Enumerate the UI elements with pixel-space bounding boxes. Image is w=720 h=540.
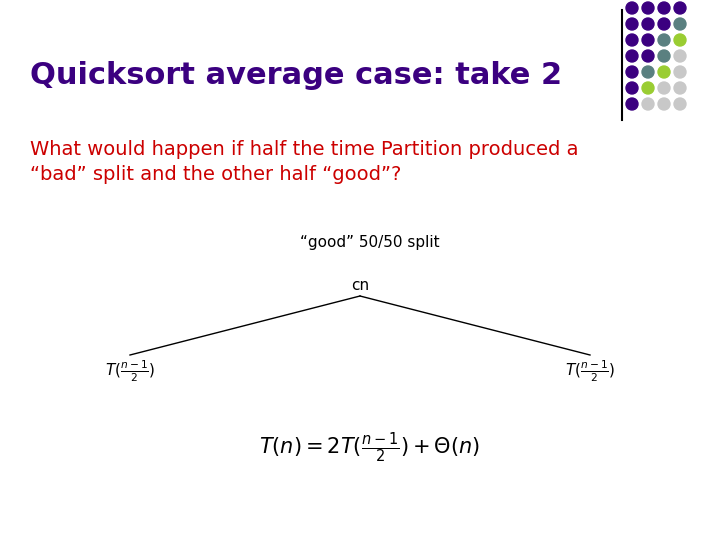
Circle shape — [674, 34, 686, 46]
Circle shape — [642, 34, 654, 46]
Circle shape — [658, 34, 670, 46]
Circle shape — [642, 2, 654, 14]
Circle shape — [658, 66, 670, 78]
Circle shape — [642, 50, 654, 62]
Circle shape — [674, 98, 686, 110]
Circle shape — [674, 50, 686, 62]
Circle shape — [626, 98, 638, 110]
Circle shape — [642, 66, 654, 78]
Text: $T(\frac{n-1}{2})$: $T(\frac{n-1}{2})$ — [105, 358, 156, 383]
Circle shape — [674, 66, 686, 78]
Circle shape — [674, 2, 686, 14]
Text: “good” 50/50 split: “good” 50/50 split — [300, 235, 440, 250]
Text: What would happen if half the time Partition produced a: What would happen if half the time Parti… — [30, 140, 578, 159]
Circle shape — [674, 82, 686, 94]
Circle shape — [642, 98, 654, 110]
Text: Quicksort average case: take 2: Quicksort average case: take 2 — [30, 60, 562, 90]
Circle shape — [658, 18, 670, 30]
Circle shape — [658, 98, 670, 110]
Circle shape — [658, 82, 670, 94]
Circle shape — [626, 34, 638, 46]
Circle shape — [626, 2, 638, 14]
Circle shape — [658, 50, 670, 62]
Circle shape — [658, 2, 670, 14]
Circle shape — [626, 66, 638, 78]
Text: “bad” split and the other half “good”?: “bad” split and the other half “good”? — [30, 165, 401, 184]
Circle shape — [642, 82, 654, 94]
Circle shape — [674, 18, 686, 30]
Circle shape — [626, 82, 638, 94]
Circle shape — [626, 18, 638, 30]
Circle shape — [642, 18, 654, 30]
Text: $T(\frac{n-1}{2})$: $T(\frac{n-1}{2})$ — [564, 358, 615, 383]
Text: cn: cn — [351, 278, 369, 293]
Text: $T(n)= 2T(\frac{n-1}{2})+\Theta(n)$: $T(n)= 2T(\frac{n-1}{2})+\Theta(n)$ — [259, 430, 480, 464]
Circle shape — [626, 50, 638, 62]
